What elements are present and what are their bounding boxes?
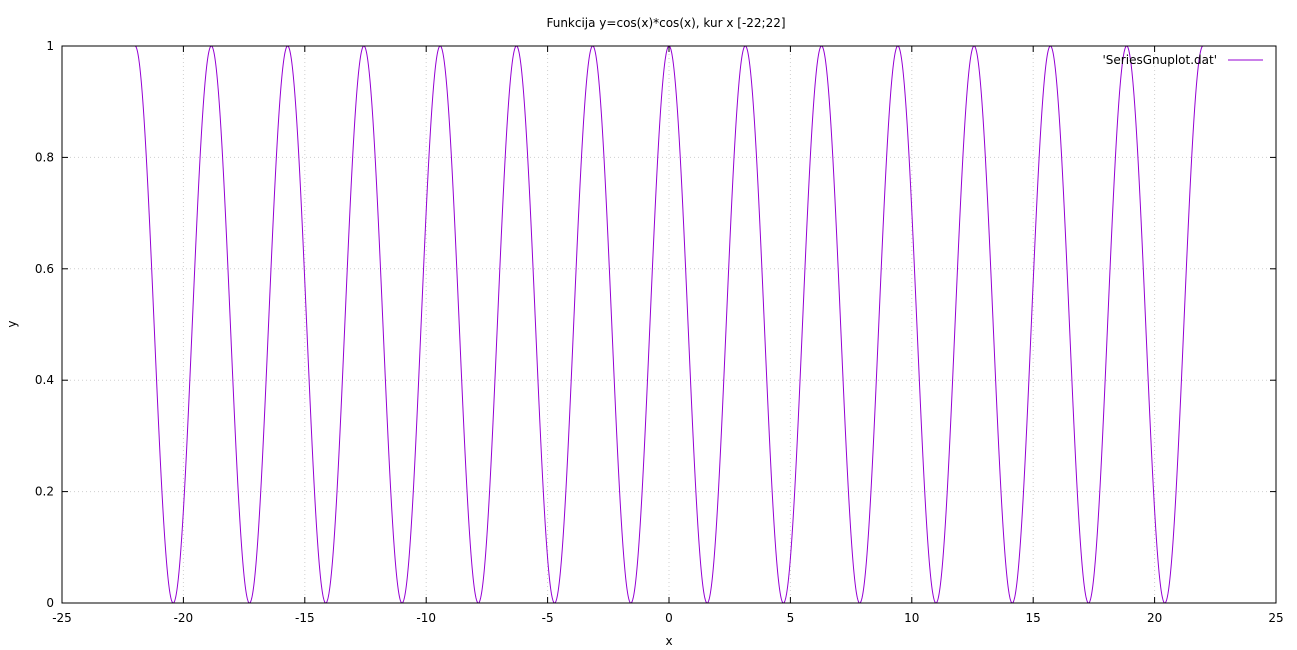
series-layer xyxy=(134,45,1204,604)
x-tick-label: 25 xyxy=(1268,611,1283,625)
x-tick-label: 20 xyxy=(1147,611,1162,625)
grid xyxy=(62,46,1276,603)
y-tick-label: 0.6 xyxy=(35,262,54,276)
x-axis-label: x xyxy=(665,634,672,648)
ticks: -25 -20 -15 -10 -5 0 5 10 15 20 25 0 0.2 0.4 0.6 0.8 1 xyxy=(35,39,1284,625)
y-tick-label: 0.8 xyxy=(35,150,54,164)
x-tick-label: -25 xyxy=(52,611,72,625)
series-line xyxy=(134,45,1204,604)
x-tick-label: 0 xyxy=(665,611,673,625)
x-tick-label: 15 xyxy=(1026,611,1041,625)
chart-title: Funkcija y=cos(x)*cos(x), kur x [-22;22] xyxy=(546,16,785,30)
legend-entry-label: 'SeriesGnuplot.dat' xyxy=(1103,53,1218,67)
y-tick-label: 0.4 xyxy=(35,373,54,387)
x-tick-label: 5 xyxy=(787,611,795,625)
y-axis-label: y xyxy=(5,320,19,327)
x-tick-label: 10 xyxy=(904,611,919,625)
y-tick-label: 1 xyxy=(46,39,54,53)
x-tick-label: -20 xyxy=(174,611,194,625)
legend: 'SeriesGnuplot.dat' xyxy=(1103,53,1263,67)
y-tick-label: 0 xyxy=(46,596,54,610)
x-tick-label: -10 xyxy=(416,611,436,625)
plot-frame xyxy=(61,45,1277,604)
x-tick-label: -5 xyxy=(542,611,554,625)
x-tick-label: -15 xyxy=(295,611,315,625)
y-tick-label: 0.2 xyxy=(35,485,54,499)
